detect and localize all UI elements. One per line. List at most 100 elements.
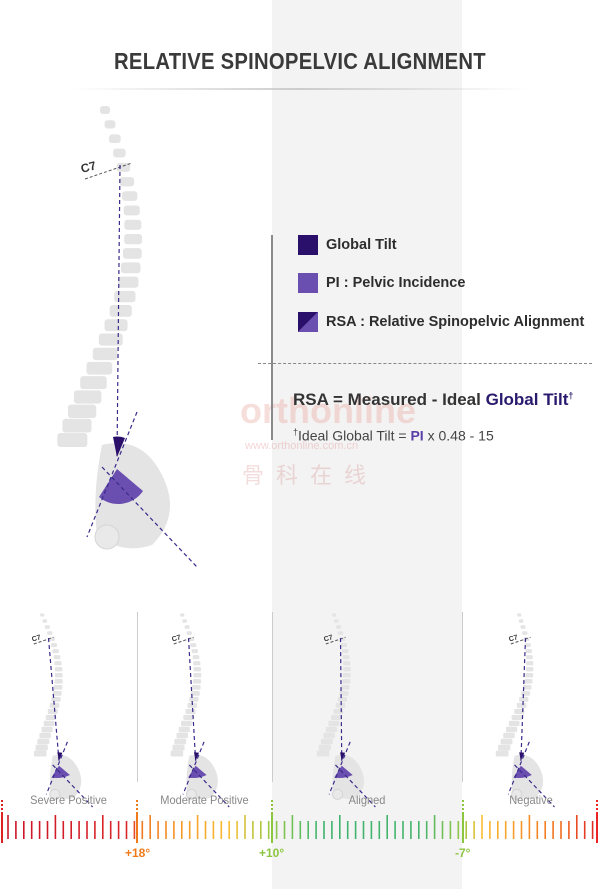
global-tilt-angle: [57, 752, 63, 761]
sacral-line: [328, 741, 351, 795]
rsa-split-swatch-icon: [298, 312, 318, 332]
vertebra: [193, 673, 202, 678]
vertebra: [522, 684, 532, 690]
vertebra: [37, 738, 50, 745]
legend-label: RSA : Relative Spinopelvic Alignment: [326, 314, 585, 330]
footnote-text: Ideal Global Tilt =: [298, 427, 411, 444]
vertebra: [172, 744, 185, 751]
vertebra: [342, 673, 351, 678]
vertebra: [519, 696, 529, 702]
vertebra: [92, 347, 118, 361]
c7-leader-line: [325, 636, 346, 645]
vertebra: [86, 361, 113, 375]
vertebra: [525, 673, 534, 678]
vertebra: [33, 750, 47, 757]
vertebra: [41, 726, 53, 733]
vertebra: [518, 619, 524, 623]
vertebra: [337, 696, 348, 702]
vertebra: [521, 690, 531, 696]
vertebra: [62, 418, 92, 433]
aligned-zone-band: [272, 0, 462, 889]
vertebra: [342, 655, 350, 660]
vertebra: [330, 714, 342, 721]
vertebra: [192, 679, 202, 684]
vertebra: [53, 655, 61, 660]
legend-label: Global Tilt: [326, 237, 397, 253]
vertebra: [526, 661, 534, 666]
vertebra: [181, 720, 192, 727]
vertebra: [187, 702, 198, 708]
vertebra: [516, 702, 527, 708]
pelvic-incidence-angle: [188, 765, 207, 779]
vertebra: [184, 625, 190, 629]
vertebra: [517, 613, 522, 617]
vertebra: [113, 148, 126, 158]
pelvic-incidence-angle: [513, 765, 532, 779]
footnote-text: x 0.48 - 15: [423, 427, 494, 444]
vertebra: [511, 714, 522, 721]
threshold-minus-7: -7°: [455, 846, 471, 860]
vertebra: [506, 726, 518, 733]
vertebra: [114, 290, 136, 303]
vertebra: [525, 649, 532, 654]
pelvic-incidence-line: [188, 764, 230, 808]
vertebra: [53, 684, 63, 690]
vertebra: [342, 649, 349, 654]
legend-pelvic-incidence: PI : Pelvic Incidence: [298, 273, 465, 293]
vertebra: [52, 690, 62, 696]
vertebra: [333, 708, 344, 714]
pelvic-incidence-line: [514, 764, 555, 808]
vertebra: [54, 661, 62, 666]
c7-label: C7: [508, 634, 519, 643]
femoral-head: [332, 788, 344, 800]
vertebra: [182, 619, 187, 623]
vertebra: [192, 684, 201, 690]
legend-rsa: RSA : Relative Spinopelvic Alignment: [298, 312, 584, 332]
vertebra: [124, 233, 142, 245]
vertebra: [316, 750, 330, 757]
column-divider: [462, 612, 463, 782]
vertebra: [343, 667, 351, 672]
c7-leader-line: [33, 636, 54, 645]
vertebra: [325, 726, 338, 733]
vertebra: [73, 390, 102, 404]
vertebra: [180, 613, 185, 617]
c7-label: C7: [171, 634, 182, 643]
c7-leader-line: [84, 162, 133, 180]
global-tilt-swatch-icon: [298, 235, 318, 255]
femoral-head: [511, 788, 523, 800]
vertebra: [190, 690, 200, 696]
c7-leader-line: [510, 636, 531, 645]
vertebra: [193, 661, 201, 666]
c7-label: C7: [323, 634, 334, 643]
vertebra: [47, 708, 58, 714]
legend-divider: [271, 235, 273, 440]
dagger: †: [293, 427, 299, 437]
threshold-plus-10: +10°: [259, 846, 285, 860]
vertebra: [104, 120, 116, 129]
vertebra: [108, 134, 121, 143]
femoral-head: [49, 788, 61, 800]
vertebra: [190, 643, 197, 648]
pelvic-incidence-line: [101, 466, 198, 568]
vertebra: [119, 177, 135, 187]
pelvic-incidence-angle: [51, 765, 70, 779]
global-tilt-angle: [193, 752, 199, 761]
global-tilt-angle: [519, 752, 525, 761]
vertebra: [495, 750, 509, 757]
watermark-logo: orthonline: [240, 390, 416, 431]
vertebra: [51, 696, 61, 702]
title-divider: [70, 88, 530, 90]
vertebra: [335, 702, 346, 708]
vertebra: [109, 305, 132, 317]
vertebra: [45, 714, 57, 721]
vertebra: [189, 696, 199, 702]
femoral-head: [185, 788, 197, 800]
vertebra: [47, 631, 53, 635]
vertebra: [342, 679, 351, 684]
category-aligned: Aligned: [348, 793, 386, 807]
dagger: †: [568, 390, 574, 401]
pelvis: [511, 754, 544, 800]
vertebra: [340, 684, 350, 690]
